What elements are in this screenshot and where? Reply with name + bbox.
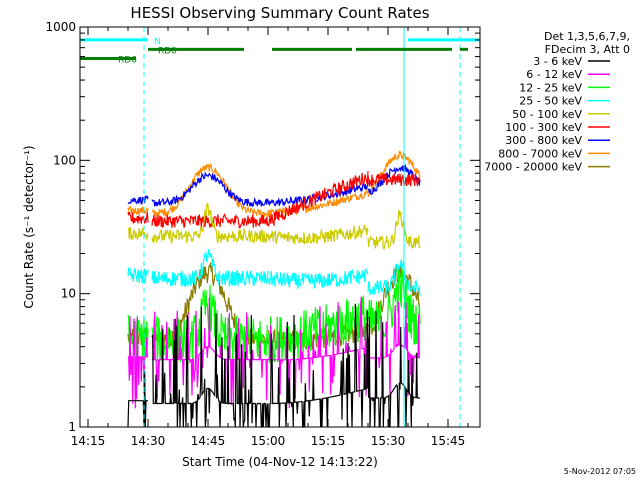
x-tick-label: 15:00 [251,434,286,448]
x-tick-label: 15:45 [431,434,466,448]
legend-label: 25 - 50 keV [519,95,582,108]
chart-title: HESSI Observing Summary Count Rates [130,4,429,22]
x-tick-label: 14:30 [131,434,166,448]
series-line-6 [127,171,421,229]
x-tick-label: 14:45 [191,434,226,448]
legend-label: 300 - 800 keV [505,134,582,147]
legend: Det 1,3,5,6,7,9, FDecim 3, Att 0 3 - 6 k… [484,30,630,174]
legend-label: 3 - 6 keV [533,55,582,68]
flag-label-n: N [154,37,161,47]
series-line-8 [127,150,421,218]
legend-label: 800 - 7000 keV [498,147,582,160]
x-tick-label: 15:15 [311,434,346,448]
x-axis-title: Start Time (04-Nov-12 14:13:22) [182,455,378,469]
legend-label: 7000 - 20000 keV [484,161,582,174]
x-tick-label: 14:15 [71,434,106,448]
x-tick-label: 15:30 [371,434,406,448]
plot-frame [79,26,481,428]
y-tick-label: 100 [53,153,76,167]
date-stamp: 5-Nov-2012 07:05 [564,467,636,476]
series-line-4 [127,249,421,296]
legend-label: 50 - 100 keV [512,108,582,121]
y-tick-label: 1 [68,420,76,434]
legend-header-line-2: FDecim 3, Att 0 [545,43,630,56]
y-axis-title: Count Rate (s⁻¹ detector⁻¹) [22,145,36,308]
legend-header-line-1: Det 1,3,5,6,7,9, [544,30,630,43]
flag-label-rd0: RD0 [158,46,177,56]
series-line-2 [128,296,421,409]
y-tick-label: 1000 [45,20,76,34]
tick-layer: 14:15 14:30 14:45 15:00 15:15 15:30 15:45 1 10 10… [45,20,480,448]
legend-label: 6 - 12 keV [526,68,582,81]
y-tick-label: 10 [61,287,76,301]
series-line-1 [127,303,420,428]
legend-label: 12 - 25 keV [519,81,582,94]
series-line-5 [127,202,421,251]
series-line-7 [127,163,421,208]
flag-label-rd6: RD6 [118,56,137,66]
data-layer [127,150,421,428]
legend-label: 100 - 300 keV [505,121,582,134]
